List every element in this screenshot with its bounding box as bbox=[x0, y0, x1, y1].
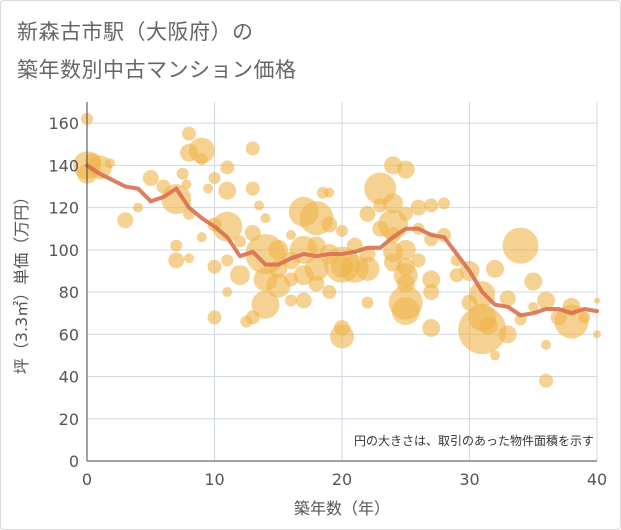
data-bubble bbox=[308, 275, 325, 292]
data-bubble bbox=[176, 167, 189, 180]
data-bubble bbox=[490, 350, 500, 361]
data-bubble bbox=[321, 216, 338, 233]
data-bubble bbox=[285, 294, 297, 307]
data-bubble bbox=[207, 310, 222, 325]
x-tick-label: 40 bbox=[587, 470, 607, 489]
chart-title-line2: 築年数別中古マンション価格 bbox=[17, 58, 297, 82]
y-tick-label: 120 bbox=[48, 199, 79, 218]
data-bubble bbox=[260, 213, 271, 224]
data-bubble bbox=[528, 301, 539, 312]
chart-title-line1: 新森古市駅（大阪府）の bbox=[17, 20, 254, 44]
data-bubble bbox=[383, 193, 403, 214]
data-bubble bbox=[304, 256, 329, 281]
data-bubble bbox=[286, 230, 296, 241]
data-bubble bbox=[207, 259, 222, 274]
y-tick-label: 60 bbox=[59, 325, 79, 344]
data-bubble bbox=[170, 239, 183, 252]
y-tick-label: 0 bbox=[69, 452, 79, 471]
data-bubble bbox=[422, 318, 441, 337]
y-axis-label: 坪（3.3㎡）単価（万円） bbox=[12, 189, 31, 374]
x-axis-label: 築年数（年） bbox=[294, 499, 390, 518]
data-bubble bbox=[188, 137, 215, 164]
data-bubble bbox=[245, 141, 260, 156]
y-tick-label: 40 bbox=[59, 368, 79, 387]
y-tick-label: 20 bbox=[59, 410, 79, 429]
data-bubble bbox=[498, 325, 517, 344]
data-bubble bbox=[359, 205, 376, 222]
data-bubble bbox=[220, 160, 235, 175]
data-bubble bbox=[268, 239, 289, 260]
data-bubble bbox=[133, 202, 143, 213]
data-bubble bbox=[181, 179, 192, 190]
data-bubble bbox=[539, 373, 553, 388]
data-bubble bbox=[424, 198, 439, 213]
data-bubble bbox=[195, 153, 208, 166]
data-bubble bbox=[396, 160, 415, 179]
data-bubble bbox=[594, 297, 600, 304]
data-bubble bbox=[230, 265, 250, 286]
data-bubble bbox=[391, 297, 420, 326]
data-bubble bbox=[486, 259, 504, 278]
data-bubble bbox=[222, 287, 233, 298]
x-tick-label: 30 bbox=[459, 470, 479, 489]
data-bubble bbox=[203, 183, 214, 194]
data-bubble bbox=[410, 199, 427, 216]
data-bubble bbox=[295, 292, 312, 309]
data-bubble bbox=[208, 172, 221, 185]
y-tick-label: 160 bbox=[48, 114, 79, 133]
data-bubble bbox=[578, 311, 591, 324]
data-bubble bbox=[254, 200, 265, 211]
x-tick-label: 10 bbox=[204, 470, 224, 489]
data-bubble bbox=[117, 212, 134, 229]
data-bubble bbox=[104, 158, 115, 169]
data-bubble bbox=[322, 285, 337, 300]
data-bubble bbox=[423, 284, 440, 301]
data-bubble bbox=[438, 197, 450, 210]
data-bubble bbox=[142, 170, 159, 187]
x-tick-label: 0 bbox=[82, 470, 92, 489]
data-bubble bbox=[251, 290, 280, 319]
data-bubble bbox=[422, 270, 441, 289]
y-tick-label: 100 bbox=[48, 241, 79, 260]
data-bubble bbox=[184, 253, 194, 264]
data-bubble bbox=[361, 296, 374, 309]
data-bubble bbox=[541, 339, 551, 350]
data-bubble bbox=[212, 211, 243, 242]
data-bubble bbox=[499, 290, 516, 307]
data-bubble bbox=[524, 272, 543, 291]
data-bubble bbox=[168, 252, 185, 269]
data-bubble bbox=[234, 235, 246, 248]
data-bubble bbox=[479, 316, 498, 335]
y-tick-label: 80 bbox=[59, 283, 79, 302]
average-trend-line bbox=[85, 163, 599, 318]
data-bubble bbox=[218, 181, 237, 200]
data-bubble bbox=[593, 330, 601, 339]
data-bubble bbox=[336, 224, 348, 237]
data-bubble bbox=[221, 254, 234, 267]
data-bubble bbox=[330, 324, 354, 349]
data-bubble bbox=[554, 304, 589, 339]
data-bubble bbox=[411, 253, 426, 268]
data-bubble bbox=[502, 227, 539, 264]
data-bubble bbox=[355, 256, 380, 281]
x-tick-label: 20 bbox=[332, 470, 352, 489]
data-bubble bbox=[537, 291, 555, 310]
data-bubble bbox=[196, 232, 207, 243]
data-bubble bbox=[398, 206, 413, 221]
data-bubble bbox=[182, 126, 196, 141]
bubble-size-note: 円の大きさは、取引のあった物件面積を示す bbox=[354, 433, 594, 448]
data-bubble bbox=[395, 239, 416, 260]
data-bubble bbox=[245, 181, 260, 196]
y-tick-label: 140 bbox=[48, 156, 79, 175]
data-bubble bbox=[324, 187, 335, 198]
